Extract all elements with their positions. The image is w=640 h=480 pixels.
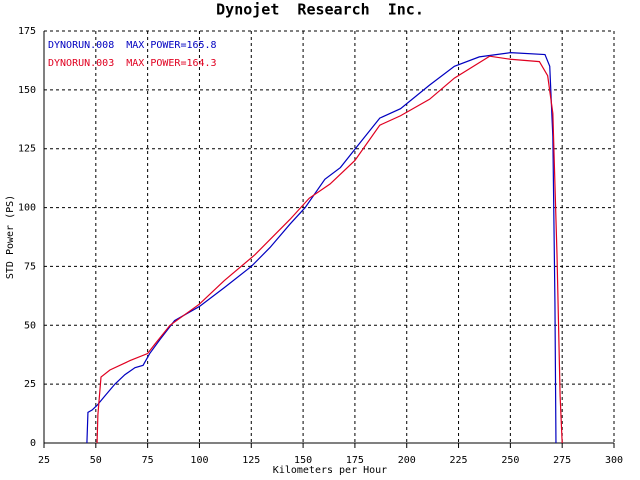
y-tick-label: 50 [24,320,36,331]
x-tick-label: 100 [190,455,208,466]
x-tick-label: 225 [450,455,468,466]
y-tick-label: 150 [18,85,36,96]
y-tick-label: 100 [18,203,36,214]
y-tick-label: 75 [24,261,36,272]
chart-title: Dynojet Research Inc. [216,1,424,19]
x-tick-label: 250 [501,455,519,466]
y-tick-label: 0 [30,438,36,449]
x-tick-label: 150 [294,455,312,466]
x-tick-label: 175 [346,455,364,466]
x-tick-label: 200 [398,455,416,466]
y-tick-label: 175 [18,26,36,37]
x-tick-label: 75 [142,455,154,466]
x-axis-label: Kilometers per Hour [273,465,387,476]
y-tick-label: 25 [24,379,36,390]
y-axis-label: STD Power (PS) [5,195,16,279]
data-line [86,52,557,444]
x-tick-label: 125 [242,455,260,466]
x-tick-label: 25 [38,455,50,466]
x-tick-label: 50 [90,455,102,466]
x-tick-label: 300 [605,455,623,466]
x-tick-label: 275 [553,455,571,466]
legend-entry: DYNORUN.003 MAX POWER=164.3 [48,58,217,69]
y-tick-label: 125 [18,144,36,155]
data-line [96,55,563,444]
legend-entry: DYNORUN.008 MAX POWER=165.8 [48,40,217,51]
